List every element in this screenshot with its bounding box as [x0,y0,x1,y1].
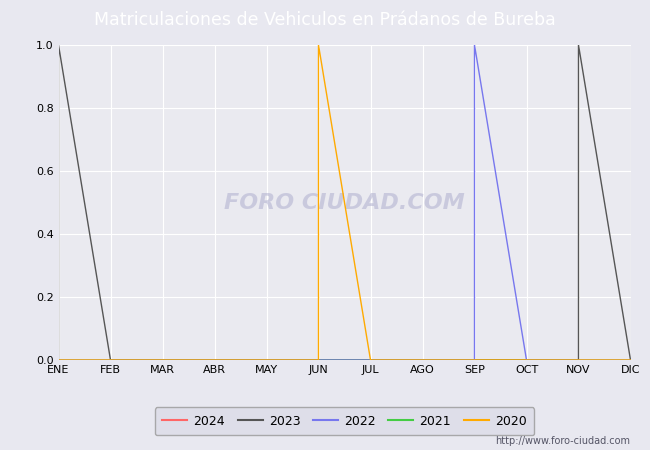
Legend: 2024, 2023, 2022, 2021, 2020: 2024, 2023, 2022, 2021, 2020 [155,407,534,435]
Text: FORO CIUDAD.COM: FORO CIUDAD.COM [224,193,465,212]
Text: Matriculaciones de Vehiculos en Prádanos de Bureba: Matriculaciones de Vehiculos en Prádanos… [94,11,556,29]
Text: http://www.foro-ciudad.com: http://www.foro-ciudad.com [495,436,630,446]
